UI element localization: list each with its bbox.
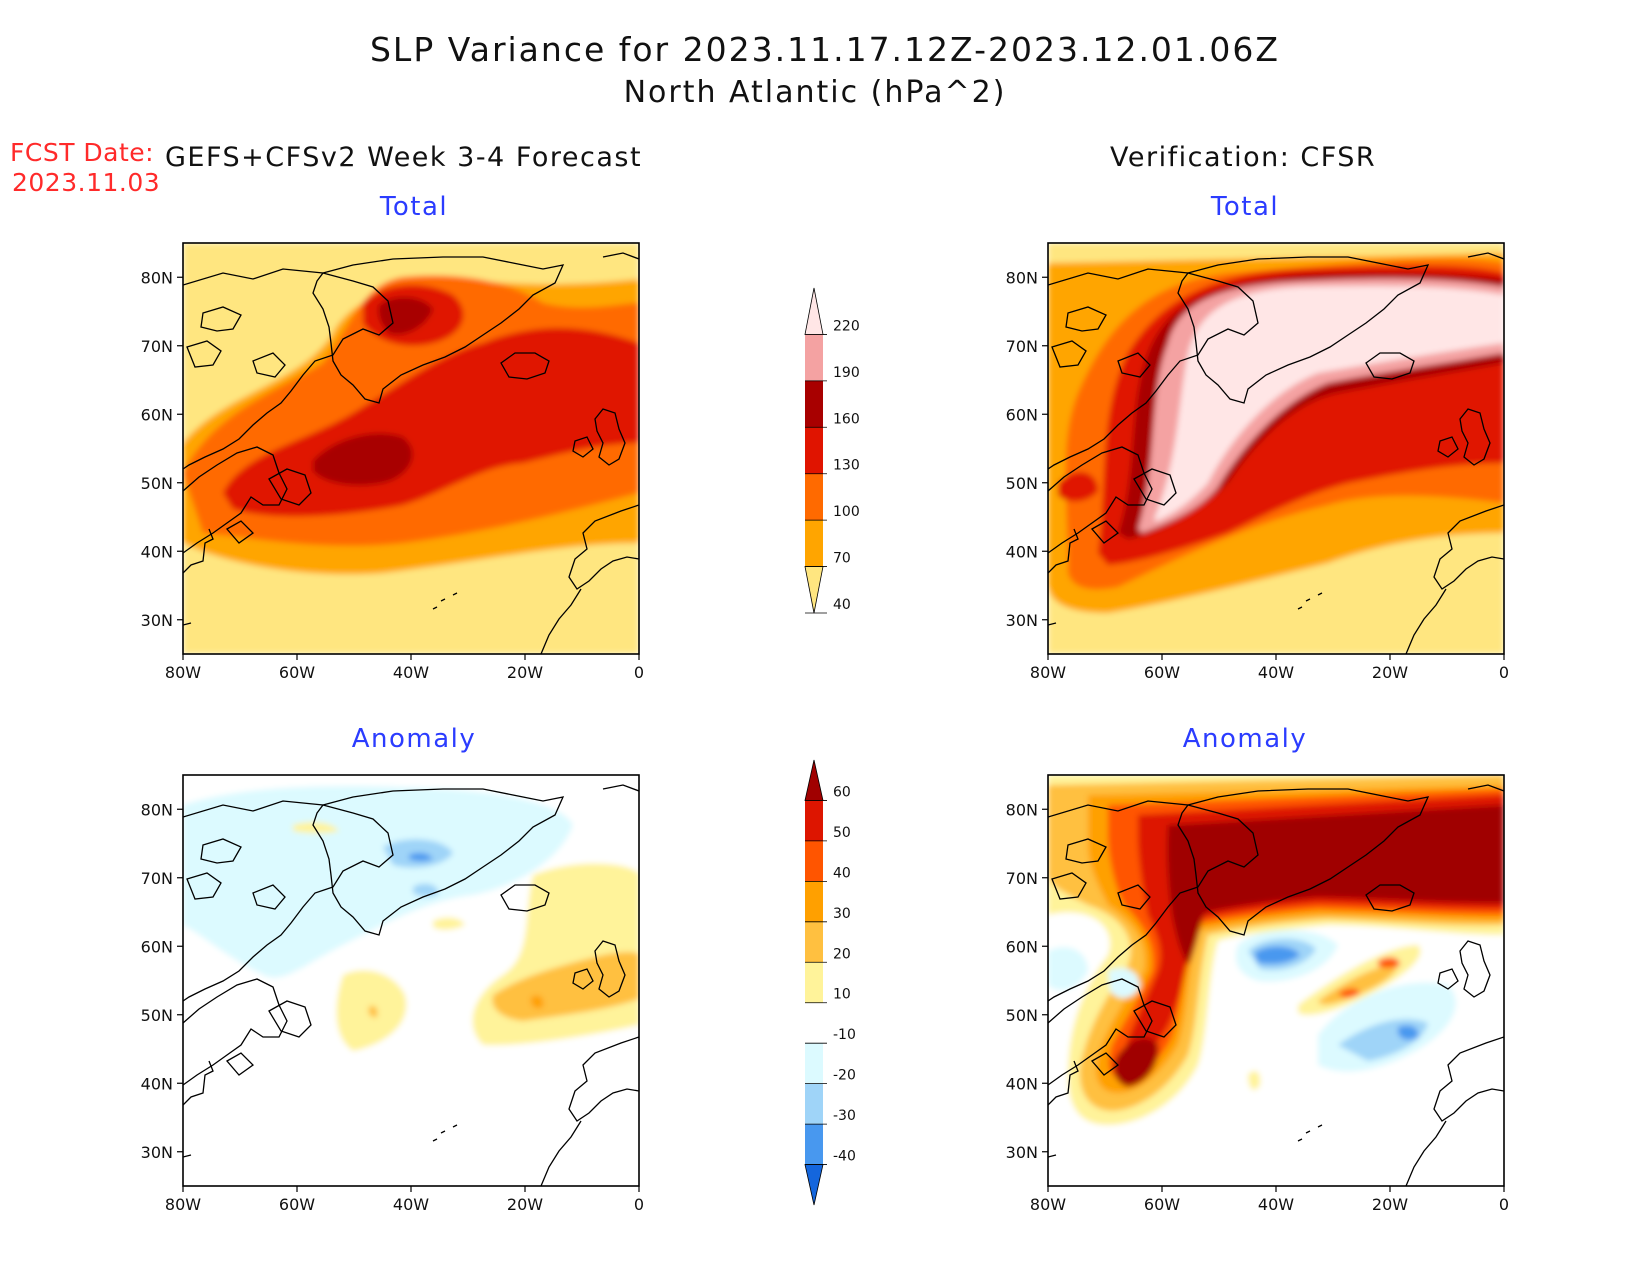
y-tick-label: 30N — [141, 1143, 173, 1162]
verification-total-map: 80W 60W 40W 20W 0 80N 70N 60N 50N 40N 30N — [1006, 242, 1509, 682]
forecast-total-map: 80W 60W 40W 20W 0 80N 70N 60N 50N 40N 30N — [141, 242, 644, 682]
colorbar-label: 60 — [833, 784, 851, 800]
x-tick-label: 40W — [393, 663, 429, 682]
forecast-total-title: Total — [379, 192, 449, 222]
colorbar-label: 70 — [833, 551, 851, 567]
verification-column-header: Verification: CFSR — [1110, 142, 1377, 173]
colorbar-label: 160 — [833, 411, 860, 427]
x-tick-label: 0 — [1499, 1195, 1509, 1214]
colorbar-segment — [805, 380, 823, 428]
x-tick-label: 40W — [1258, 1195, 1294, 1214]
y-tick-label: 70N — [141, 337, 173, 356]
colorbar-segment — [805, 473, 823, 521]
colorbar-segment — [804, 1164, 824, 1206]
colorbar-label: 40 — [833, 597, 851, 613]
colorbar-label: 20 — [833, 946, 851, 962]
colorbar-label: 130 — [833, 458, 860, 474]
colorbar-segment — [804, 759, 824, 801]
colorbar-segment — [804, 287, 824, 335]
verification-anomaly-title: Anomaly — [1182, 724, 1308, 754]
y-tick-label: 40N — [141, 542, 173, 561]
colorbar-label: 10 — [833, 987, 851, 1003]
figure-subtitle: North Atlantic (hPa^2) — [623, 75, 1007, 110]
y-tick-label: 60N — [141, 937, 173, 956]
y-tick-label: 60N — [1006, 405, 1038, 424]
colorbar-label: 30 — [833, 906, 851, 922]
colorbar-label: 220 — [833, 318, 860, 334]
x-tick-label: 40W — [393, 1195, 429, 1214]
forecast-date-value: 2023.11.03 — [12, 168, 161, 197]
colorbar-label: -30 — [833, 1108, 856, 1124]
verification-total-title: Total — [1210, 192, 1280, 222]
colorbar-label: -20 — [833, 1068, 856, 1084]
y-tick-label: 50N — [141, 474, 173, 493]
colorbar-segment — [805, 427, 823, 474]
colorbar-segment — [805, 1124, 823, 1165]
colorbar-segment — [805, 962, 823, 1003]
y-tick-label: 80N — [1006, 268, 1038, 287]
x-tick-label: 20W — [1372, 663, 1408, 682]
forecast-anomaly-map: 80W 60W 40W 20W 0 80N 70N 60N 50N 40N 30N — [141, 774, 644, 1214]
forecast-column-header: GEFS+CFSv2 Week 3-4 Forecast — [165, 142, 643, 173]
x-tick-label: 80W — [1030, 663, 1066, 682]
colorbar-segment — [805, 881, 823, 922]
y-tick-label: 50N — [1006, 1006, 1038, 1025]
forecast-anomaly-title: Anomaly — [351, 724, 477, 754]
y-tick-label: 70N — [1006, 869, 1038, 888]
y-tick-label: 50N — [141, 1006, 173, 1025]
colorbar-segment — [805, 334, 823, 381]
x-tick-label: 20W — [1372, 1195, 1408, 1214]
verification-anomaly-map: 80W 60W 40W 20W 0 80N 70N 60N 50N 40N 30N — [1006, 774, 1509, 1214]
colorbar-segment — [805, 1083, 823, 1125]
y-tick-label: 70N — [141, 869, 173, 888]
colorbar-segment — [804, 566, 824, 614]
y-tick-label: 30N — [1006, 1143, 1038, 1162]
colorbar-label: -10 — [833, 1027, 856, 1043]
colorbar-segment — [805, 1043, 823, 1084]
colorbar-segment — [805, 800, 823, 841]
x-tick-label: 60W — [1144, 663, 1180, 682]
y-tick-label: 40N — [1006, 542, 1038, 561]
y-tick-label: 80N — [141, 800, 173, 819]
x-tick-label: 60W — [1144, 1195, 1180, 1214]
anomaly-colorbar: 60 50 40 30 20 10 -10 -20 -30 -40 — [804, 759, 856, 1206]
x-tick-label: 0 — [634, 1195, 644, 1214]
y-tick-label: 60N — [1006, 937, 1038, 956]
x-tick-label: 80W — [1030, 1195, 1066, 1214]
y-tick-label: 40N — [141, 1074, 173, 1093]
colorbar-label: 100 — [833, 504, 860, 520]
x-tick-label: 0 — [634, 663, 644, 682]
colorbar-label: 40 — [833, 865, 851, 881]
forecast-date-label: FCST Date: — [10, 138, 155, 167]
colorbar-label: -40 — [833, 1149, 856, 1165]
x-tick-label: 40W — [1258, 663, 1294, 682]
y-tick-label: 70N — [1006, 337, 1038, 356]
y-tick-label: 30N — [1006, 611, 1038, 630]
colorbar-label: 190 — [833, 365, 860, 381]
y-tick-label: 80N — [141, 268, 173, 287]
y-tick-label: 80N — [1006, 800, 1038, 819]
figure-title: SLP Variance for 2023.11.17.12Z-2023.12.… — [369, 30, 1281, 69]
x-tick-label: 20W — [507, 663, 543, 682]
y-tick-label: 30N — [141, 611, 173, 630]
y-tick-label: 50N — [1006, 474, 1038, 493]
contour-field — [183, 775, 639, 1186]
x-tick-label: 80W — [165, 1195, 201, 1214]
x-tick-label: 60W — [279, 1195, 315, 1214]
colorbar-segment — [805, 840, 823, 882]
x-tick-label: 80W — [165, 663, 201, 682]
total-colorbar: 220 190 160 130 100 70 40 — [804, 287, 860, 614]
x-tick-label: 60W — [279, 663, 315, 682]
contour-field — [1048, 243, 1504, 654]
y-tick-label: 40N — [1006, 1074, 1038, 1093]
colorbar-label: 50 — [833, 825, 851, 841]
x-tick-label: 20W — [507, 1195, 543, 1214]
colorbar-segment — [805, 520, 823, 567]
y-tick-label: 60N — [141, 405, 173, 424]
colorbar-segment — [805, 921, 823, 963]
colorbar-segment — [805, 1002, 823, 1044]
x-tick-label: 0 — [1499, 663, 1509, 682]
